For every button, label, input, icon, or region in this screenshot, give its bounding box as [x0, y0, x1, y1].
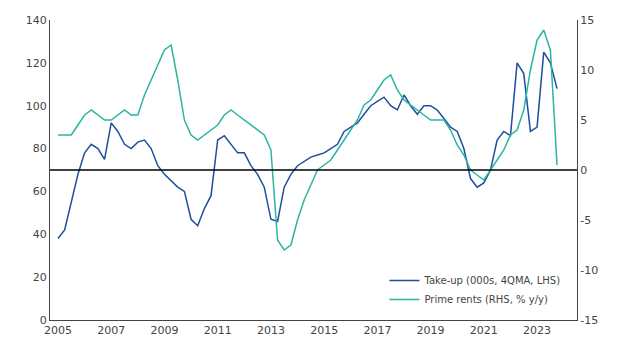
svg-text:2023: 2023: [523, 324, 551, 337]
svg-text:80: 80: [33, 142, 47, 155]
svg-text:60: 60: [33, 185, 47, 198]
svg-text:-10: -10: [580, 264, 598, 277]
svg-text:2011: 2011: [204, 324, 232, 337]
svg-text:2019: 2019: [417, 324, 445, 337]
svg-text:0: 0: [580, 164, 587, 177]
svg-text:2017: 2017: [363, 324, 391, 337]
svg-text:100: 100: [26, 100, 47, 113]
svg-text:2009: 2009: [150, 324, 178, 337]
svg-text:Prime rents (RHS, % y/y): Prime rents (RHS, % y/y): [424, 294, 547, 305]
svg-text:20: 20: [33, 271, 47, 284]
svg-text:120: 120: [26, 57, 47, 70]
svg-text:2021: 2021: [470, 324, 498, 337]
svg-text:Take-up (000s, 4QMA, LHS): Take-up (000s, 4QMA, LHS): [423, 275, 560, 286]
svg-text:15: 15: [580, 14, 594, 27]
svg-text:-15: -15: [580, 314, 598, 327]
svg-text:2015: 2015: [310, 324, 338, 337]
svg-text:10: 10: [580, 64, 594, 77]
svg-text:2007: 2007: [97, 324, 125, 337]
svg-text:40: 40: [33, 228, 47, 241]
svg-text:2005: 2005: [44, 324, 72, 337]
svg-text:-5: -5: [580, 214, 591, 227]
svg-text:2013: 2013: [257, 324, 285, 337]
svg-text:140: 140: [26, 14, 47, 27]
svg-text:0: 0: [40, 314, 47, 327]
svg-text:5: 5: [580, 114, 587, 127]
